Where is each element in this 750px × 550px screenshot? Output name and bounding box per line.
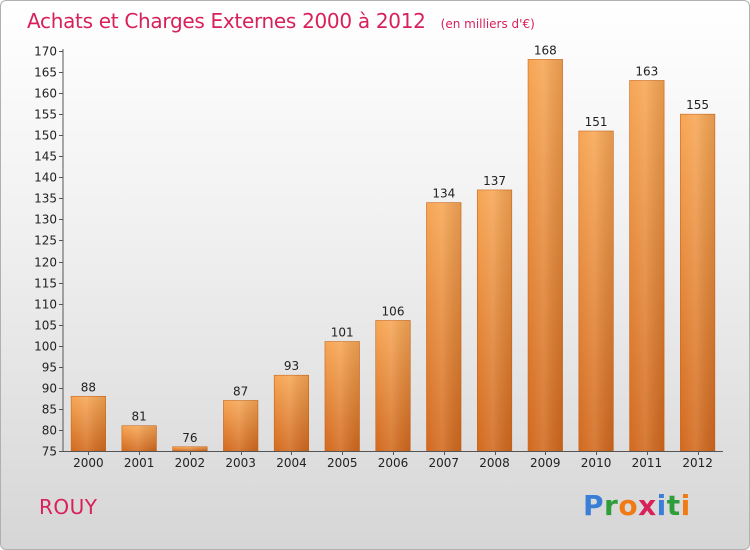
logo-letter: i bbox=[656, 489, 667, 522]
bars: 88 81 76 87 93 101 106 134 137 168 151 163 155 bbox=[70, 43, 716, 452]
chart-title: Achats et Charges Externes 2000 à 2012 bbox=[27, 9, 426, 33]
logo-letter: x bbox=[638, 489, 657, 522]
logo-letter: P bbox=[583, 489, 605, 522]
bar-value-label: 163 bbox=[635, 64, 658, 78]
y-tick-label: 100 bbox=[34, 340, 57, 354]
y-tick-label: 135 bbox=[34, 192, 57, 206]
bar-shine bbox=[629, 80, 665, 451]
y-tick-label: 105 bbox=[34, 319, 57, 333]
logo-letter: o bbox=[618, 489, 639, 522]
x-tick-label: 2005 bbox=[327, 456, 358, 470]
y-tick-label: 115 bbox=[34, 277, 57, 291]
bar-shine bbox=[477, 189, 512, 451]
bar-shine bbox=[274, 375, 309, 451]
x-tick-label: 2001 bbox=[124, 456, 155, 470]
y-tick-label: 170 bbox=[34, 45, 57, 59]
bar-value-label: 101 bbox=[331, 326, 354, 340]
title-row: Achats et Charges Externes 2000 à 2012 (… bbox=[27, 9, 535, 33]
y-tick-label: 95 bbox=[42, 361, 57, 375]
y-tick-label: 90 bbox=[42, 382, 57, 396]
x-tick-label: 2008 bbox=[479, 456, 510, 470]
bar-shine bbox=[578, 131, 614, 451]
y-tick-label: 80 bbox=[42, 424, 57, 438]
x-tick-label: 2003 bbox=[225, 456, 256, 470]
x-axis: 2000 2001 2002 2003 2004 2005 2006 2007 2008 2009… bbox=[63, 451, 723, 470]
x-tick-label: 2002 bbox=[175, 456, 206, 470]
y-tick-label: 120 bbox=[34, 256, 57, 270]
y-tick-label: 125 bbox=[34, 234, 57, 248]
bar-shine bbox=[426, 202, 462, 451]
x-tick-label: 2012 bbox=[682, 456, 713, 470]
x-tick-label: 2010 bbox=[581, 456, 612, 470]
logo-letter: i bbox=[680, 489, 691, 522]
bar-value-label: 168 bbox=[534, 43, 557, 57]
bar-value-label: 134 bbox=[432, 187, 455, 201]
x-tick-label: 2007 bbox=[428, 456, 459, 470]
y-tick-label: 85 bbox=[42, 403, 57, 417]
x-tick-label: 2000 bbox=[73, 456, 104, 470]
y-tick-label: 110 bbox=[34, 298, 57, 312]
location-label: ROUY bbox=[39, 495, 98, 519]
bar-shine bbox=[528, 59, 563, 451]
y-tick-label: 165 bbox=[34, 66, 57, 80]
bar-shine bbox=[680, 114, 715, 451]
bar-value-label: 151 bbox=[585, 115, 608, 129]
bar-value-label: 137 bbox=[483, 174, 506, 188]
y-tick-label: 160 bbox=[34, 87, 57, 101]
x-tick-label: 2006 bbox=[378, 456, 409, 470]
y-tick-label: 145 bbox=[34, 150, 57, 164]
bar-shine bbox=[121, 425, 157, 451]
chart-subtitle: (en milliers d'€) bbox=[440, 17, 535, 31]
bar-value-label: 88 bbox=[81, 380, 96, 394]
proxiti-logo[interactable]: Proxiti bbox=[583, 489, 691, 522]
logo-letter: t bbox=[666, 489, 681, 522]
x-tick-label: 2009 bbox=[530, 456, 561, 470]
bar-shine bbox=[375, 320, 411, 451]
logo-letter: r bbox=[604, 489, 619, 522]
bar-value-label: 93 bbox=[284, 359, 299, 373]
bar-shine bbox=[223, 400, 258, 451]
bar-value-label: 87 bbox=[233, 384, 248, 398]
y-tick-label: 140 bbox=[34, 171, 57, 185]
bar-shine bbox=[172, 446, 208, 451]
x-tick-label: 2004 bbox=[276, 456, 307, 470]
y-axis: 75 80 85 90 95 100 105 110 115 120 125 130 135 140 145… bbox=[34, 45, 64, 459]
bar-value-label: 155 bbox=[686, 98, 709, 112]
y-tick-label: 155 bbox=[34, 108, 57, 122]
bar-shine bbox=[324, 341, 360, 451]
bar-shine bbox=[71, 396, 106, 451]
y-tick-label: 130 bbox=[34, 213, 57, 227]
y-tick-label: 150 bbox=[34, 129, 57, 143]
bar-value-label: 81 bbox=[132, 410, 147, 424]
x-tick-label: 2011 bbox=[632, 456, 663, 470]
y-tick-label: 75 bbox=[42, 445, 57, 459]
bar-value-label: 106 bbox=[382, 304, 405, 318]
bar-value-label: 76 bbox=[182, 431, 197, 445]
